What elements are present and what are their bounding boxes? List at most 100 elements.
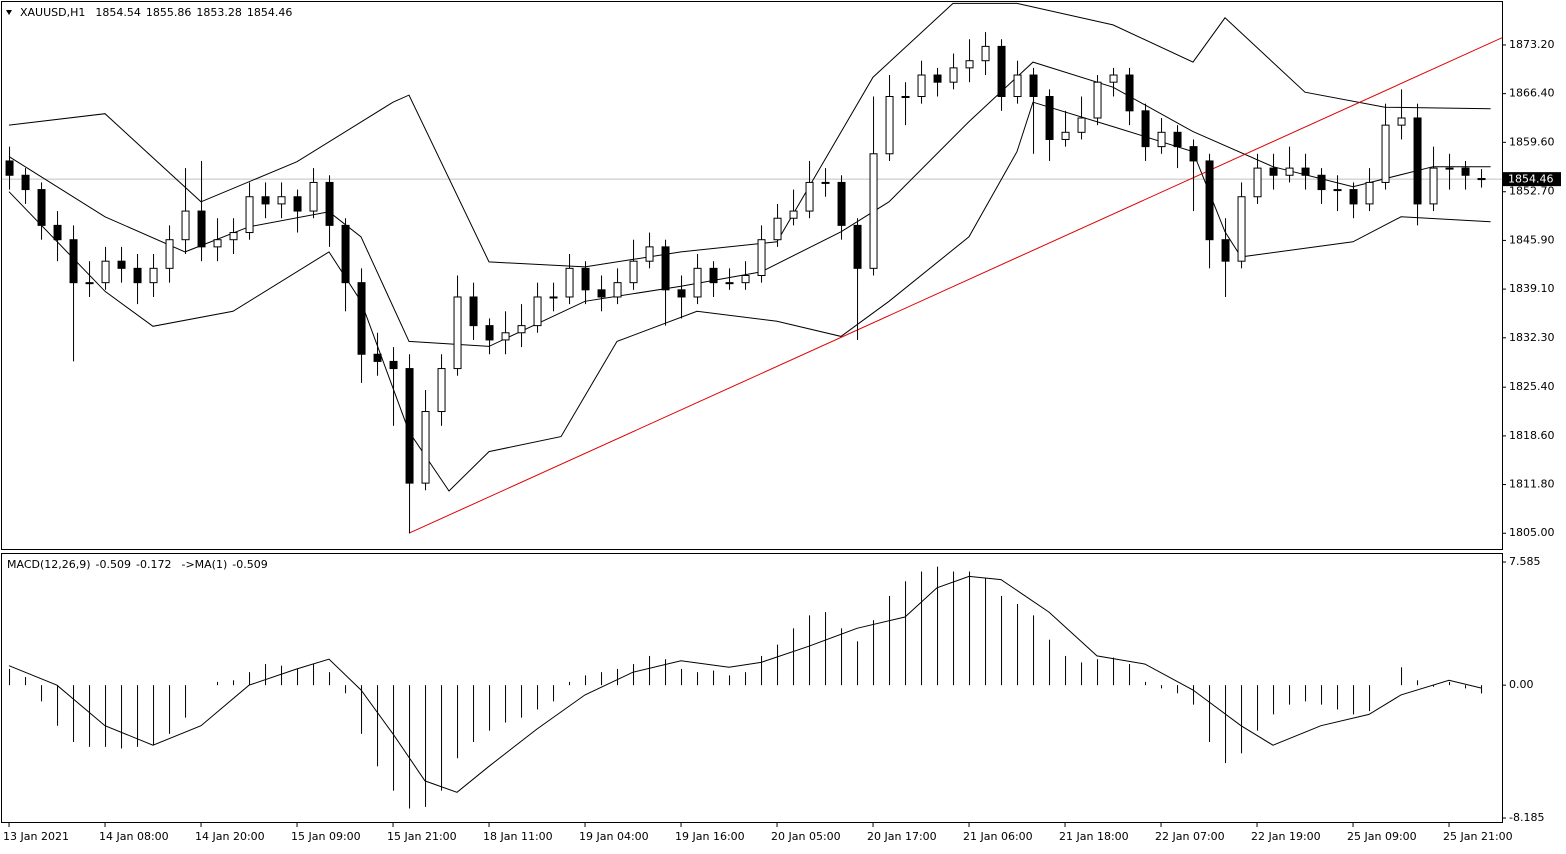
macd-header: MACD(12,26,9) -0.509 -0.172 ->MA(1) -0.509 (7, 558, 268, 571)
candle-body (1349, 189, 1358, 205)
candle-body (709, 267, 718, 284)
candle-body (181, 210, 190, 241)
candle-body (981, 45, 990, 62)
y-tick-label: 1839.10 (1509, 282, 1555, 295)
candle-body (1125, 74, 1134, 112)
candle-body (21, 174, 30, 191)
candle-body (197, 210, 206, 248)
x-tick-label: 25 Jan 09:00 (1347, 830, 1417, 843)
candle-body (1365, 181, 1374, 205)
macd-y-tick-label: -8.185 (1509, 811, 1544, 824)
candle-body (1045, 96, 1054, 140)
x-tick-label: 20 Jan 05:00 (771, 830, 841, 843)
candle-body (1221, 239, 1230, 262)
candle-body (325, 181, 334, 226)
candle-body (229, 232, 238, 241)
macd-y-tick-label: 0.00 (1509, 678, 1534, 691)
candle-body (453, 296, 462, 370)
candle-body (1013, 74, 1022, 98)
current-price-label: 1854.46 (1508, 173, 1554, 186)
candle-body (85, 282, 94, 285)
candle-body (1381, 124, 1390, 183)
candle-body (693, 267, 702, 298)
x-tick-label: 18 Jan 11:00 (483, 830, 553, 843)
x-tick-label: 14 Jan 20:00 (195, 830, 265, 843)
candle-body (613, 282, 622, 298)
candle-body (485, 325, 494, 341)
candle-body (389, 360, 398, 370)
candle-body (37, 189, 46, 226)
candle-body (597, 289, 606, 298)
candle-body (149, 267, 158, 284)
candle-body (1333, 189, 1342, 192)
candle-body (1061, 131, 1070, 140)
x-tick-label: 13 Jan 2021 (3, 830, 69, 843)
candle-body (949, 67, 958, 83)
candle-body (725, 282, 734, 285)
macd-plot (8, 566, 1483, 809)
candle-body (741, 275, 750, 284)
candle-body (1029, 74, 1038, 98)
trendline (408, 37, 1502, 534)
signal-last: -0.172 (136, 558, 171, 571)
candle-body (1141, 110, 1150, 148)
last-open: 1854.54 (95, 6, 141, 19)
candle-body (1397, 117, 1406, 126)
ma-last: -0.509 (232, 558, 267, 571)
x-tick-label: 20 Jan 17:00 (867, 830, 937, 843)
candle-body (69, 239, 78, 284)
y-tick-label: 1845.90 (1509, 233, 1555, 246)
current-price-box (1503, 172, 1561, 187)
ma-label: ->MA(1) (181, 558, 227, 571)
candle-body (645, 246, 654, 262)
candle-body (517, 325, 526, 334)
macd-y-tick-label: 7.585 (1509, 555, 1541, 568)
candle-body (309, 181, 318, 212)
candle-body (533, 296, 542, 327)
candle-body (341, 224, 350, 284)
candle-body (1157, 131, 1166, 148)
candle-body (1093, 81, 1102, 119)
band-line (8, 61, 1491, 347)
last-low: 1853.28 (196, 6, 242, 19)
candle-body (277, 196, 286, 205)
macd-label: MACD(12,26,9) (7, 558, 91, 571)
candle-body (1301, 167, 1310, 176)
x-tick-label: 21 Jan 18:00 (1059, 830, 1129, 843)
candle-body (1285, 167, 1294, 176)
x-tick-label: 22 Jan 19:00 (1251, 830, 1321, 843)
candle-body (933, 74, 942, 83)
candle-body (757, 239, 766, 276)
candle-body (677, 289, 686, 298)
candle-body (837, 181, 846, 226)
candle-body (5, 160, 14, 176)
x-tick-label: 19 Jan 04:00 (579, 830, 649, 843)
candle-body (421, 411, 430, 484)
x-tick-label: 15 Jan 21:00 (387, 830, 457, 843)
signal-line (8, 575, 1482, 793)
y-tick-label: 1859.60 (1509, 135, 1555, 148)
candle-body (549, 296, 558, 299)
candle-body (1189, 146, 1198, 162)
candle-body (53, 224, 62, 241)
x-tick-label: 14 Jan 08:00 (99, 830, 169, 843)
candle-body (773, 217, 782, 241)
menu-arrow[interactable] (6, 10, 12, 15)
candle-body (293, 196, 302, 212)
candle-body (1077, 117, 1086, 133)
candle-body (101, 260, 110, 284)
y-tick-label: 1825.40 (1509, 380, 1555, 393)
last-close: 1854.46 (247, 6, 293, 19)
candle-body (1317, 174, 1326, 191)
y-tick-label: 1832.30 (1509, 331, 1555, 344)
candle-body (1413, 117, 1422, 205)
candle-body (965, 60, 974, 69)
candle-body (1205, 160, 1214, 241)
main-plot (2, 2, 1502, 534)
candle-body (789, 210, 798, 219)
candle-body (869, 153, 878, 269)
y-tick-label: 1873.20 (1509, 38, 1555, 51)
candle-body (1429, 167, 1438, 205)
candle-body (405, 368, 414, 484)
